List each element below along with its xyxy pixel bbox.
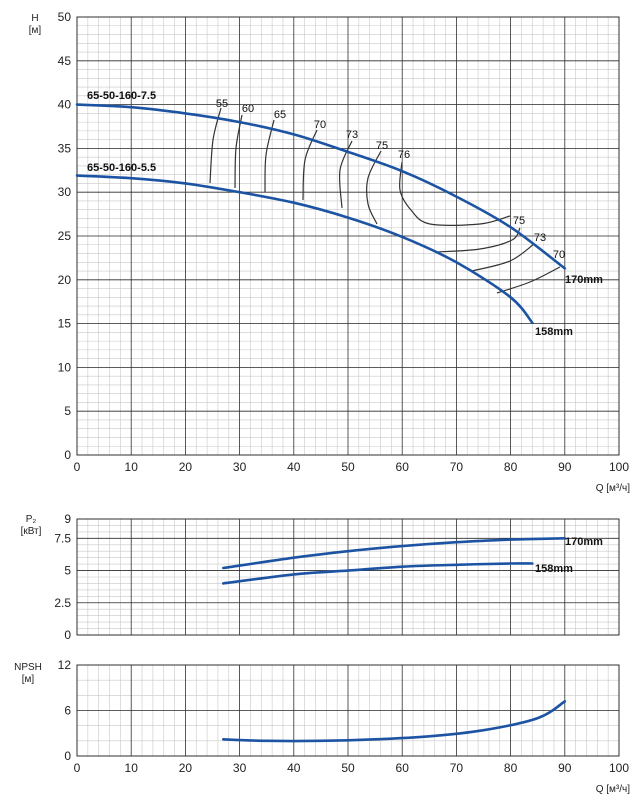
y-tick-label: 20 <box>58 273 72 287</box>
npsh-curve <box>222 700 567 743</box>
efficiency-label: 55 <box>216 98 228 110</box>
efficiency-label: 75 <box>513 215 525 227</box>
x-tick-label: 30 <box>233 460 247 474</box>
efficiency-isoline <box>496 266 561 294</box>
y-tick-label: 10 <box>58 360 72 374</box>
diameter-label: 158mm <box>535 326 573 338</box>
panel-1-grid <box>76 16 620 456</box>
x-tick-label: 100 <box>609 761 629 775</box>
panel-2-grid <box>76 518 620 636</box>
efficiency-label: 70 <box>553 249 565 261</box>
efficiency-label: 60 <box>242 103 254 115</box>
y-axis-unit: [м] <box>29 25 42 36</box>
y-tick-label: 40 <box>58 98 72 112</box>
x-tick-label: 10 <box>125 460 139 474</box>
x-tick-label: 90 <box>558 460 572 474</box>
diameter-label: 170mm <box>565 274 603 286</box>
y-tick-label: 50 <box>58 10 72 24</box>
head-curve-170mm <box>75 103 567 270</box>
x-tick-label: 30 <box>233 761 247 775</box>
series-name-label: 65-50-160-5.5 <box>87 162 156 174</box>
plot-frame <box>76 664 620 757</box>
y-tick-label: 9 <box>64 512 71 526</box>
y-tick-label: 7.5 <box>54 531 71 545</box>
power-curve-170mm <box>222 537 567 570</box>
y-tick-label: 0 <box>64 628 71 642</box>
diameter-label: 158mm <box>535 563 573 575</box>
y-tick-label: 45 <box>58 54 72 68</box>
x-tick-label: 80 <box>504 460 518 474</box>
x-tick-label: 100 <box>609 460 629 474</box>
y-tick-label: 2.5 <box>54 596 71 610</box>
x-tick-label: 0 <box>74 460 81 474</box>
x-axis-title: Q [м³/ч] <box>596 784 631 795</box>
y-axis-unit: [кВт] <box>21 526 42 537</box>
x-tick-label: 90 <box>558 761 572 775</box>
x-tick-label: 60 <box>396 460 410 474</box>
x-tick-label: 20 <box>179 761 193 775</box>
y-tick-label: 0 <box>64 448 71 462</box>
y-axis-title: NPSH <box>14 662 42 673</box>
efficiency-label: 73 <box>346 129 358 141</box>
x-tick-label: 80 <box>504 761 518 775</box>
x-tick-label: 10 <box>125 761 139 775</box>
y-tick-label: 5 <box>64 564 71 578</box>
y-tick-label: 12 <box>58 658 72 672</box>
efficiency-label: 76 <box>398 149 410 161</box>
x-tick-label: 40 <box>287 460 301 474</box>
x-tick-label: 50 <box>341 460 355 474</box>
x-tick-label: 50 <box>341 761 355 775</box>
y-axis-title: H <box>31 13 38 24</box>
panel-3-grid <box>76 664 620 757</box>
y-tick-label: 30 <box>58 185 72 199</box>
efficiency-isoline <box>436 227 521 253</box>
plot-frame <box>76 518 620 636</box>
efficiency-label: 75 <box>376 140 388 152</box>
x-tick-label: 40 <box>287 761 301 775</box>
y-tick-label: 5 <box>64 404 71 418</box>
efficiency-label: 65 <box>274 109 286 121</box>
x-tick-label: 70 <box>450 460 464 474</box>
x-tick-label: 60 <box>396 761 410 775</box>
efficiency-isoline <box>234 114 243 189</box>
x-axis-title: Q [м³/ч] <box>596 483 631 494</box>
x-tick-label: 20 <box>179 460 193 474</box>
efficiency-isoline <box>302 129 318 201</box>
efficiency-label: 70 <box>314 119 326 131</box>
y-tick-label: 0 <box>64 749 71 763</box>
x-tick-label: 0 <box>74 761 81 775</box>
y-axis-title: P₂ <box>26 514 37 525</box>
plot-frame <box>76 16 620 456</box>
series-name-label: 65-50-160-7.5 <box>87 90 156 102</box>
power-curve-158mm <box>222 562 534 585</box>
efficiency-isoline <box>399 161 511 226</box>
efficiency-isoline <box>366 150 382 225</box>
y-tick-label: 6 <box>64 704 71 718</box>
y-tick-label: 35 <box>58 141 72 155</box>
efficiency-isoline <box>209 107 222 184</box>
head-curve-158mm <box>75 174 534 324</box>
x-tick-label: 70 <box>450 761 464 775</box>
diameter-label: 170mm <box>565 536 603 548</box>
efficiency-isoline <box>471 243 535 272</box>
efficiency-label: 73 <box>534 232 546 244</box>
y-axis-unit: [м] <box>22 674 35 685</box>
y-tick-label: 15 <box>58 317 72 331</box>
efficiency-isoline <box>338 140 353 209</box>
y-tick-label: 25 <box>58 229 72 243</box>
